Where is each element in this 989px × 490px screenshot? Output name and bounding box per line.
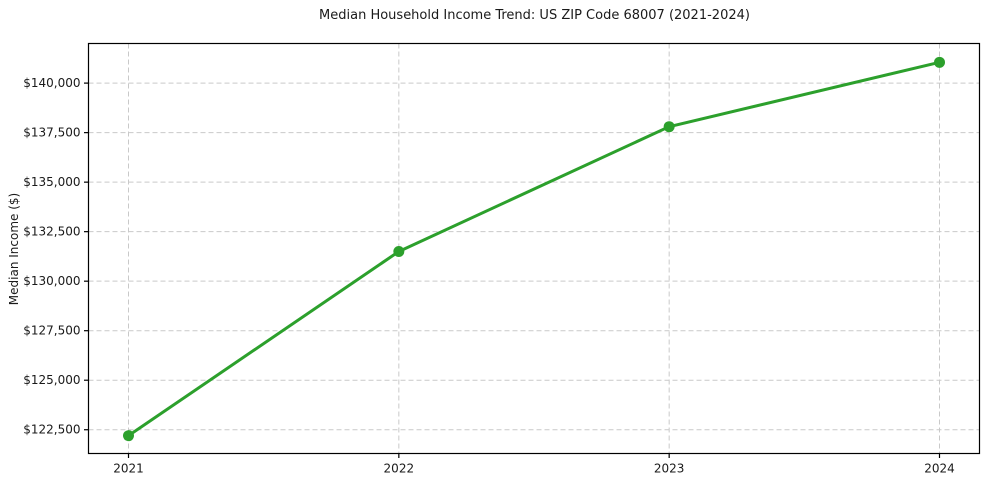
x-tick-label: 2022 (384, 462, 415, 476)
x-tick-label: 2021 (113, 462, 144, 476)
y-tick-label: $130,000 (23, 274, 80, 288)
data-point (934, 56, 945, 68)
axes-frame (87, 42, 981, 455)
trend-line (127, 60, 941, 438)
y-tick-label: $137,500 (23, 126, 80, 140)
chart-title: Median Household Income Trend: US ZIP Co… (319, 8, 750, 23)
x-tick-label: 2024 (924, 462, 955, 476)
y-tick-label: $125,000 (23, 373, 80, 387)
data-point (393, 245, 405, 257)
y-tick-label: $135,000 (23, 175, 80, 189)
y-tick-label: $122,500 (23, 423, 80, 437)
y-tick-label: $140,000 (23, 76, 80, 90)
y-tick-label: $127,500 (23, 324, 80, 338)
data-point (663, 121, 675, 133)
x-tick-label: 2023 (654, 462, 685, 476)
y-tick-label: $132,500 (23, 225, 80, 239)
data-point (123, 430, 134, 442)
